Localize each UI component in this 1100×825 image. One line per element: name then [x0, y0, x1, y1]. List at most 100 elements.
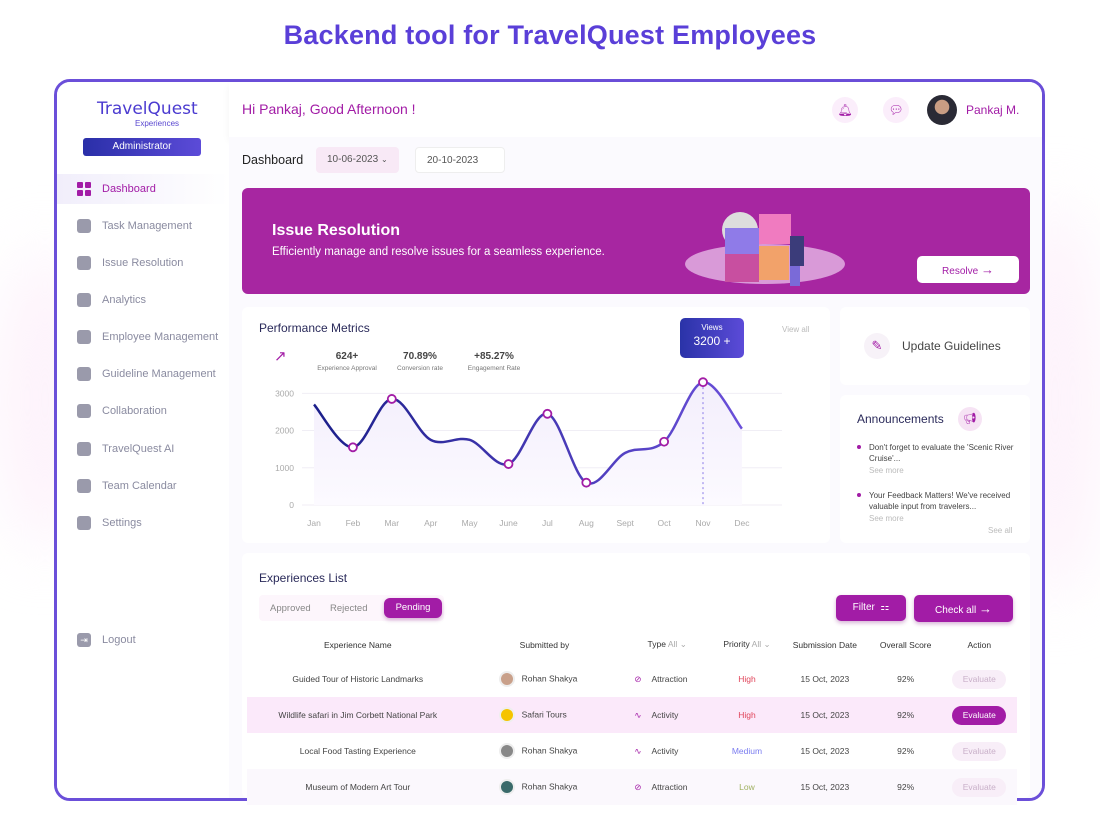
overall-score: 92%	[897, 746, 915, 756]
chat-icon[interactable]: 💬︎	[883, 97, 909, 123]
data-point-oct[interactable]	[659, 436, 670, 447]
experiences-card: Experiences List Approved Rejected Pendi…	[242, 553, 1030, 805]
date-from-select[interactable]: 10-06-2023 ⌄	[316, 147, 399, 173]
update-guidelines-button[interactable]: ✎ Update Guidelines	[840, 307, 1030, 385]
submission-date: 15 Oct, 2023	[800, 710, 850, 720]
check-all-button[interactable]: Check all →	[914, 595, 1013, 622]
column-header: Submitted by	[469, 628, 621, 661]
stat-label: Conversion rate	[397, 365, 443, 372]
x-tick-label: Aug	[579, 518, 594, 528]
logout-label: Logout	[102, 634, 136, 646]
tab-pending[interactable]: Pending	[384, 598, 442, 618]
view-all-link[interactable]: View all	[782, 325, 810, 334]
x-tick-label: Dec	[734, 518, 750, 528]
sidebar-item-employee-management[interactable]: Employee Management	[57, 322, 229, 352]
submitted-by: Rohan Shakya	[521, 673, 578, 684]
announcement-text: Your Feedback Matters! We've received va…	[869, 491, 1011, 511]
chart-icon	[77, 367, 91, 381]
type: Activity	[651, 745, 679, 756]
experience-name: Wildlife safari in Jim Corbett National …	[278, 710, 438, 720]
submission-date: 15 Oct, 2023	[800, 674, 850, 684]
table-row[interactable]: Museum of Modern Art Tour Rohan Shakya ⊘…	[247, 769, 1017, 805]
type-filter[interactable]: All	[667, 639, 678, 649]
pulse-icon	[77, 293, 91, 307]
sidebar-item-task-management[interactable]: Task Management	[57, 211, 229, 241]
data-point-aug[interactable]	[581, 477, 592, 488]
evaluate-button[interactable]: Evaluate	[952, 705, 1007, 725]
issue-banner: Issue Resolution Efficiently manage and …	[242, 188, 1030, 294]
submission-date: 15 Oct, 2023	[800, 782, 850, 792]
sidebar: TravelQuest Experiences Administrator Da…	[57, 82, 229, 798]
column-label: Overall Score	[879, 639, 932, 650]
tab-rejected[interactable]: Rejected	[330, 603, 368, 614]
bar-chart-icon	[77, 219, 91, 233]
priority-badge: Medium	[731, 746, 763, 756]
sidebar-item-travelquest-ai[interactable]: TravelQuest AI	[57, 434, 229, 464]
arrow-right-icon: →	[980, 262, 994, 277]
avatar	[498, 743, 515, 759]
data-point-mar[interactable]	[386, 394, 397, 404]
filter-button[interactable]: Filter ⚏	[836, 595, 906, 621]
stat-value: +85.27%	[474, 351, 514, 362]
column-label: Submitted by	[519, 639, 570, 650]
type: Attraction	[651, 673, 688, 684]
column-label: Action	[967, 639, 992, 650]
evaluate-button[interactable]: Evaluate	[952, 669, 1007, 689]
sidebar-item-team-calendar[interactable]: Team Calendar	[57, 471, 229, 501]
experiences-table: Experience Name Submitted by Type All ⌄ Pri…	[247, 628, 1017, 805]
sidebar-item-dashboard[interactable]: Dashboard	[57, 174, 229, 204]
check-all-label: Check all	[935, 605, 977, 616]
table-row[interactable]: Local Food Tasting Experience Rohan Shak…	[247, 733, 1017, 769]
logo-subtitle: Experiences	[135, 119, 180, 128]
data-point-nov[interactable]	[698, 377, 708, 388]
table-row[interactable]: Wildlife safari in Jim Corbett National …	[247, 697, 1017, 733]
see-all-link[interactable]: See all	[988, 526, 1013, 535]
column-label: Experience Name	[324, 639, 392, 650]
performance-card: Performance Metrics View all ↗ 624+ Exper…	[242, 307, 830, 543]
y-tick-label: 2000	[275, 426, 294, 436]
y-tick-label: 1000	[275, 463, 294, 473]
priority-filter[interactable]: All	[751, 639, 762, 649]
evaluate-button[interactable]: Evaluate	[952, 777, 1007, 797]
status-tabs: Approved Rejected Pending	[259, 595, 444, 621]
data-point-june[interactable]	[503, 459, 514, 469]
sidebar-item-issue-resolution[interactable]: Issue Resolution	[57, 248, 229, 278]
type: Activity	[651, 709, 679, 720]
stat-value: 624+	[335, 351, 359, 362]
date-to-input[interactable]: 20-10-2023	[415, 147, 505, 173]
tooltip-label: Views	[701, 323, 723, 332]
see-more-link[interactable]: See more	[869, 466, 904, 475]
experience-name: Museum of Modern Art Tour	[305, 782, 411, 792]
data-point-feb[interactable]	[348, 442, 358, 453]
sidebar-item-guideline-management[interactable]: Guideline Management	[57, 359, 229, 389]
x-tick-label: May	[462, 518, 479, 528]
sidebar-item-analytics[interactable]: Analytics	[57, 285, 229, 315]
banner-title: Issue Resolution	[272, 222, 401, 239]
evaluate-button[interactable]: Evaluate	[952, 741, 1007, 761]
sidebar-item-collaboration[interactable]: Collaboration	[57, 396, 229, 426]
sidebar-item-label: Analytics	[102, 294, 147, 306]
user-name[interactable]: Pankaj M.	[966, 103, 1020, 117]
sidebar-item-settings[interactable]: Settings	[57, 508, 229, 538]
date-from: 10-06-2023	[327, 154, 379, 165]
grid-icon	[77, 182, 91, 196]
column-header: Action	[942, 628, 1017, 661]
bell-icon[interactable]: 🔔︎	[832, 97, 858, 123]
avatar[interactable]	[927, 95, 957, 125]
see-more-link[interactable]: See more	[869, 514, 904, 523]
banner-subtitle: Efficiently manage and resolve issues fo…	[272, 246, 605, 258]
sidebar-item-label: Guideline Management	[102, 368, 216, 380]
calendar-icon	[77, 479, 91, 493]
submission-date: 15 Oct, 2023	[800, 746, 850, 756]
table-row[interactable]: Guided Tour of Historic Landmarks Rohan …	[247, 661, 1017, 697]
x-tick-label: Feb	[346, 518, 361, 528]
tab-approved[interactable]: Approved	[270, 603, 311, 614]
resolve-button[interactable]: Resolve →	[917, 256, 1019, 283]
sparkle-icon	[77, 442, 91, 456]
logout-button[interactable]: ⇥ Logout	[57, 625, 229, 655]
data-point-jul[interactable]	[542, 408, 553, 419]
type: Attraction	[651, 781, 688, 792]
puzzle-illustration	[685, 212, 845, 286]
chevron-down-icon: ⌄	[679, 639, 687, 649]
sidebar-item-label: Task Management	[102, 220, 192, 232]
